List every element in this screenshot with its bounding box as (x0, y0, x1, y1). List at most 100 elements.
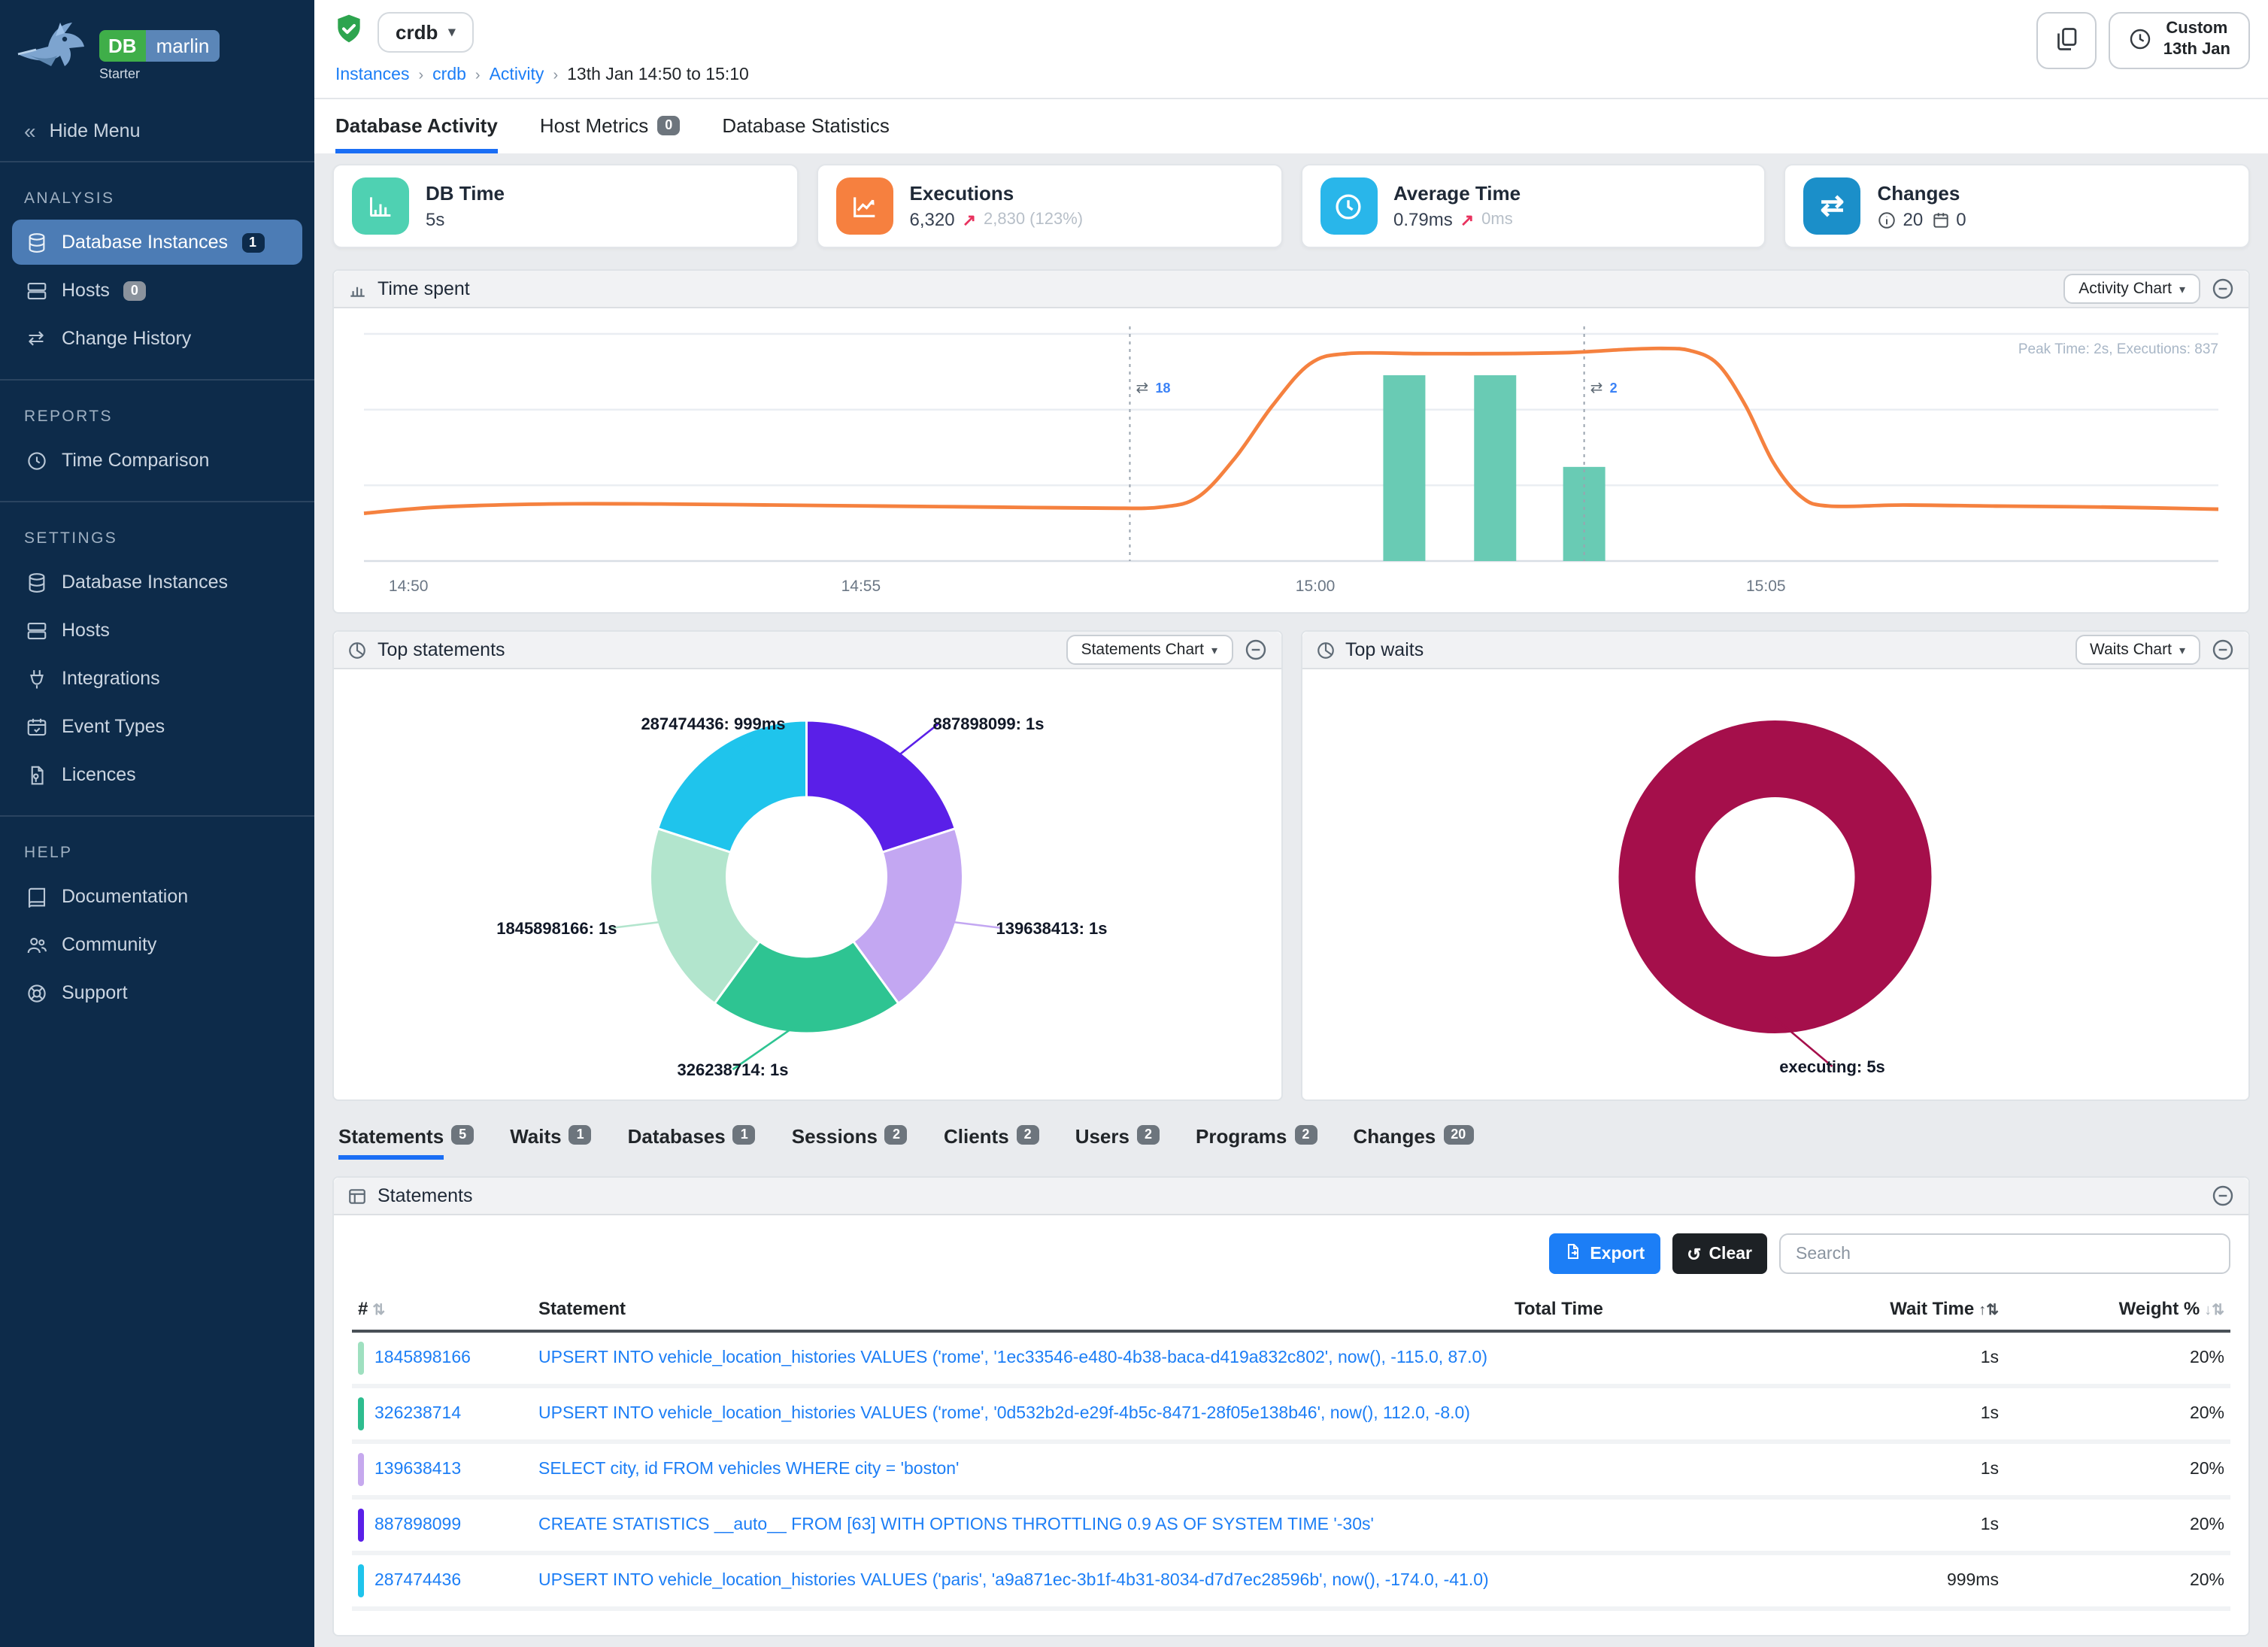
sidebar-item-time-comparison[interactable]: Time Comparison (12, 438, 302, 483)
waits-chart-select[interactable]: Waits Chart ▾ (2075, 635, 2200, 665)
sidebar-item-label: Community (62, 934, 157, 955)
x-axis-tick: 15:05 (1746, 578, 1786, 595)
marlin-fish-logo-icon (15, 15, 93, 92)
server-icon (24, 278, 48, 302)
breadcrumb-link-crdb[interactable]: crdb (432, 66, 466, 84)
detail-tab-clients[interactable]: Clients 2 (944, 1125, 1039, 1160)
table-icon (347, 1186, 367, 1206)
col-header-statement[interactable]: Statement (532, 1289, 1508, 1333)
detail-tab-sessions[interactable]: Sessions 2 (792, 1125, 908, 1160)
executions-bar[interactable] (1474, 375, 1517, 561)
clear-button[interactable]: ↺ Clear (1672, 1233, 1767, 1274)
donut-slice-139638413[interactable] (851, 827, 964, 1005)
x-axis-tick: 14:50 (389, 578, 429, 595)
tab-host-metrics[interactable]: Host Metrics 0 (540, 99, 681, 153)
statement-color-bar (358, 1397, 364, 1430)
breadcrumb-link-activity[interactable]: Activity (489, 66, 544, 84)
breadcrumb-current: 13th Jan 14:50 to 15:10 (567, 66, 749, 84)
sidebar-item-event-types[interactable]: Event Types (12, 704, 302, 749)
collapse-minus-icon[interactable] (1243, 638, 1267, 662)
kpi-card-changes: ⇄ Changes 20 0 (1784, 164, 2250, 248)
main-tabs: Database Activity Host Metrics 0 Database S… (314, 99, 2268, 153)
donut-label-287474436: 287474436: 999ms (641, 714, 785, 733)
statements-chart-select[interactable]: Statements Chart ▾ (1066, 635, 1233, 665)
copy-link-button[interactable] (2036, 12, 2097, 69)
sidebar-item-hosts[interactable]: Hosts 0 (12, 268, 302, 313)
donut-label-executing: executing: 5s (1778, 1057, 1884, 1076)
sidebar-item-community[interactable]: Community (12, 922, 302, 967)
tab-badge: 5 (451, 1125, 475, 1145)
statement-link[interactable]: UPSERT INTO vehicle_location_histories V… (538, 1405, 1470, 1423)
bar-icon (352, 177, 409, 235)
donut-slice-887898099[interactable] (805, 719, 957, 854)
change-annotation[interactable]: ⇄ 2 (1583, 326, 1618, 561)
executions-bar[interactable] (1383, 375, 1426, 561)
statement-id-link[interactable]: 1845898166 (374, 1349, 471, 1367)
detail-tab-statements[interactable]: Statements 5 (338, 1125, 475, 1160)
col-header-wait-time[interactable]: Wait Time ↑⇅ (1779, 1289, 2005, 1333)
breadcrumb-link-instances[interactable]: Instances (335, 66, 410, 84)
instance-selector[interactable]: crdb ▾ (377, 12, 474, 53)
tab-database-activity[interactable]: Database Activity (335, 99, 498, 153)
count-badge: 0 (123, 281, 146, 300)
col-header-id[interactable]: # ⇅ (352, 1289, 532, 1333)
top-waits-panel: Top waits Waits Chart ▾ executing: 5s (1300, 630, 2250, 1101)
donut-leader-line (732, 1017, 808, 1071)
sidebar-item-change-history[interactable]: ⇄ Change History (12, 316, 302, 361)
kpi-title: Changes (1877, 182, 1960, 205)
change-annotation[interactable]: ⇄ 18 (1129, 326, 1170, 561)
sort-down-icon: ↓⇅ (2204, 1303, 2224, 1319)
collapse-minus-icon[interactable] (2211, 1184, 2235, 1208)
detail-tab-users[interactable]: Users 2 (1075, 1125, 1160, 1160)
statement-link[interactable]: CREATE STATISTICS __auto__ FROM [63] WIT… (538, 1516, 1374, 1534)
tab-database-statistics[interactable]: Database Statistics (722, 114, 890, 137)
search-input[interactable] (1779, 1233, 2230, 1274)
donut-slice-326238714[interactable] (713, 939, 900, 1035)
statement-id-link[interactable]: 887898099 (374, 1516, 462, 1534)
svg-text:⇄: ⇄ (1136, 380, 1148, 396)
info-icon (1878, 211, 1896, 228)
tab-badge: 2 (1294, 1125, 1317, 1145)
statement-id-link[interactable]: 326238714 (374, 1405, 462, 1423)
detail-tab-databases[interactable]: Databases 1 (628, 1125, 756, 1160)
svg-text:2: 2 (1610, 381, 1618, 396)
donut-slice-1845898166[interactable] (649, 827, 762, 1005)
donut-slice-287474436[interactable] (656, 719, 808, 854)
sidebar-item-licences[interactable]: Licences (12, 752, 302, 797)
bar-chart-icon (347, 279, 367, 299)
statement-link[interactable]: SELECT city, id FROM vehicles WHERE city… (538, 1460, 960, 1479)
detail-tab-waits[interactable]: Waits 1 (510, 1125, 592, 1160)
sidebar-item-integrations[interactable]: Integrations (12, 656, 302, 701)
detail-tab-changes[interactable]: Changes 20 (1353, 1125, 1474, 1160)
time-range-button[interactable]: Custom 13th Jan (2109, 12, 2250, 69)
kpi-value: 0.79ms (1393, 209, 1453, 230)
sidebar-item-label: Event Types (62, 716, 165, 737)
sidebar-item-label: Time Comparison (62, 450, 210, 471)
activity-chart-select[interactable]: Activity Chart ▾ (2063, 274, 2200, 304)
collapse-minus-icon[interactable] (2211, 277, 2235, 301)
col-header-weight[interactable]: Weight % ↓⇅ (2005, 1289, 2230, 1333)
sidebar-item-documentation[interactable]: Documentation (12, 874, 302, 919)
sidebar-item-hosts[interactable]: Hosts (12, 608, 302, 653)
hide-menu-button[interactable]: « Hide Menu (24, 119, 141, 143)
statement-id-link[interactable]: 139638413 (374, 1460, 462, 1479)
sidebar-item-support[interactable]: Support (12, 970, 302, 1015)
statement-id-link[interactable]: 287474436 (374, 1572, 462, 1590)
wait-time-value: 1s (1779, 1442, 2005, 1500)
collapse-minus-icon[interactable] (2211, 638, 2235, 662)
statement-link[interactable]: UPSERT INTO vehicle_location_histories V… (538, 1349, 1487, 1367)
top-statements-title: Top statements (377, 639, 505, 660)
clock-icon (24, 448, 48, 472)
trend-up-icon: ↗ (1460, 211, 1475, 229)
sidebar-item-database-instances[interactable]: Database Instances 1 (12, 220, 302, 265)
statement-link[interactable]: UPSERT INTO vehicle_location_histories V… (538, 1572, 1489, 1590)
table-header-row: # ⇅ Statement Total Time Wait Time ↑⇅ Weig… (352, 1289, 2230, 1333)
col-header-total-time[interactable]: Total Time (1508, 1289, 1779, 1333)
sidebar-item-database-instances[interactable]: Database Instances (12, 560, 302, 605)
swap-icon: ⇄ (28, 326, 44, 349)
export-button[interactable]: Export (1549, 1233, 1660, 1274)
detail-tab-programs[interactable]: Programs 2 (1196, 1125, 1317, 1160)
donut-slice-executing[interactable] (1618, 720, 1931, 1033)
sidebar-section-help: HELP Documentation Community Support (0, 815, 314, 1033)
